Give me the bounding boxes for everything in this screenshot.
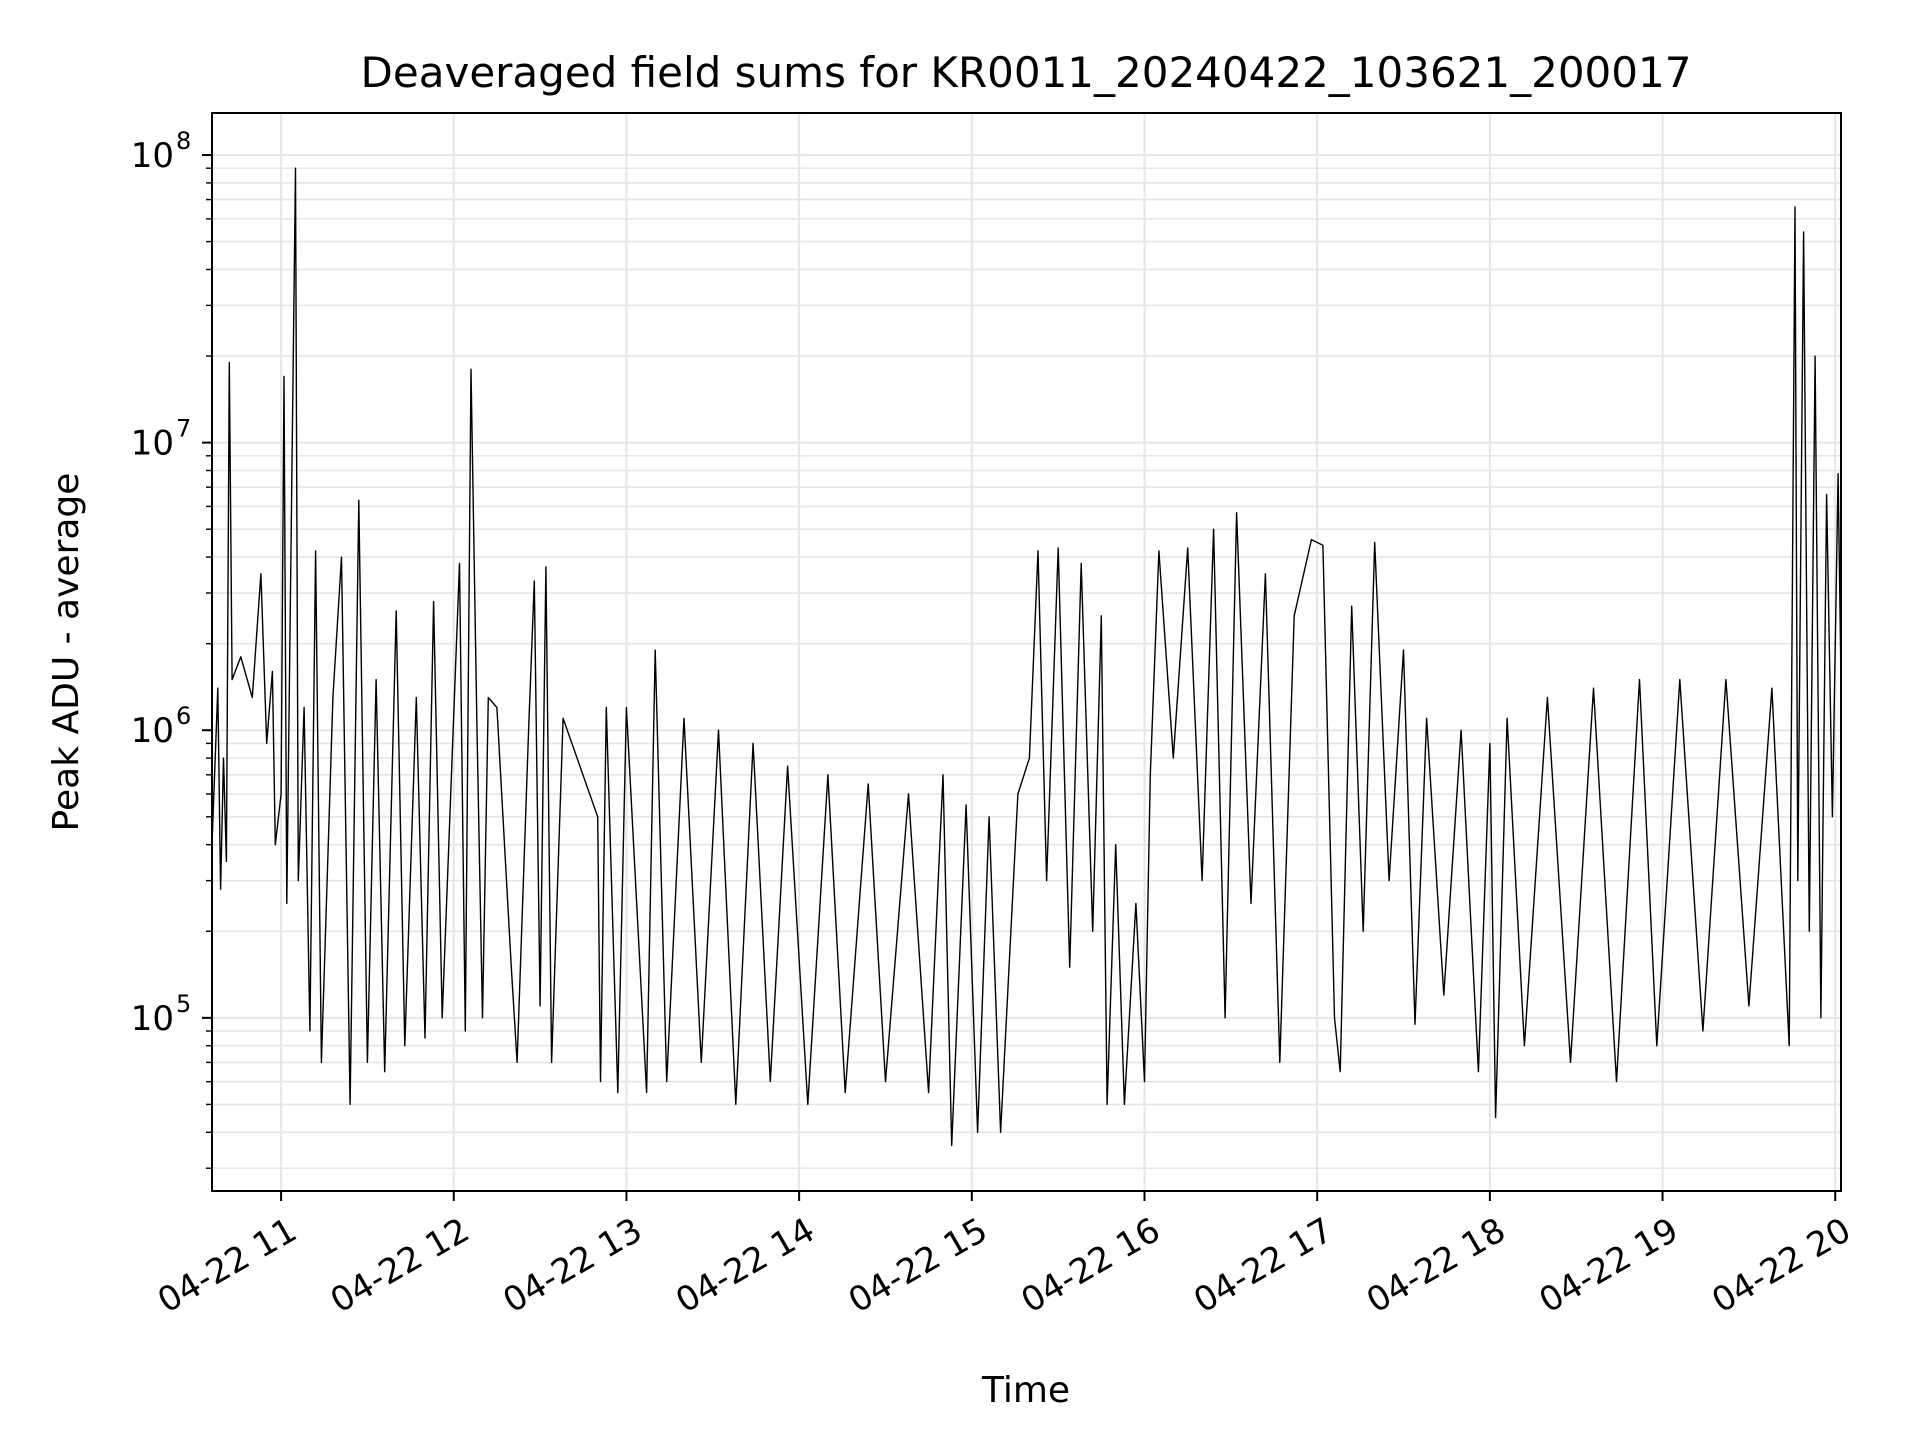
x-axis-label: Time xyxy=(981,1370,1070,1411)
plot-frame xyxy=(211,112,1842,1192)
y-axis-label: Peak ADU - average xyxy=(46,473,87,832)
y-tick-label: 10 xyxy=(131,424,174,464)
series-group xyxy=(211,167,1842,1147)
series-line xyxy=(211,167,1842,1147)
chart-title: Deaveraged field sums for KR0011_2024042… xyxy=(361,48,1692,97)
y-tick-exponent: 6 xyxy=(176,702,191,730)
y-tick-label: 10 xyxy=(131,711,174,751)
y-tick-label: 10 xyxy=(131,999,174,1039)
y-tick-label: 10 xyxy=(131,136,174,176)
y-tick-exponent: 5 xyxy=(176,990,191,1018)
y-tick-exponent: 8 xyxy=(176,127,191,155)
y-tick-exponent: 7 xyxy=(176,415,191,443)
